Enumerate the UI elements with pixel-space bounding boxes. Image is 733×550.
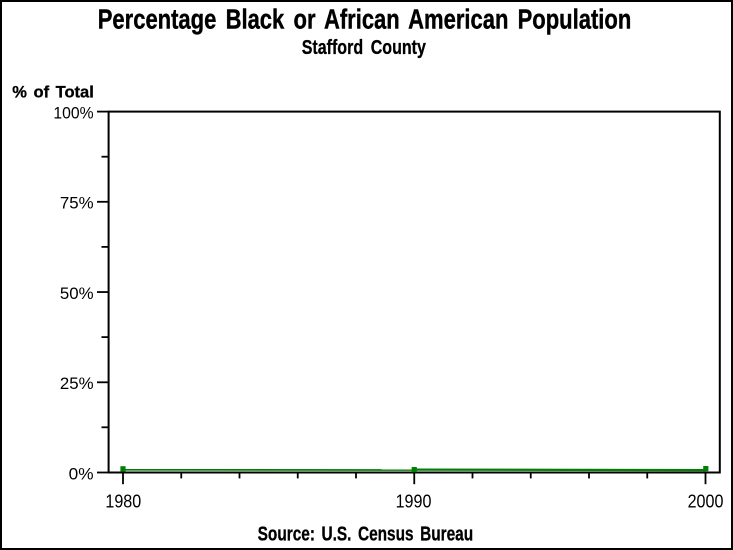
svg-text:Percentage Black or African Am: Percentage Black or African American Pop… — [98, 4, 632, 35]
svg-text:2000: 2000 — [688, 492, 724, 512]
svg-text:0%: 0% — [69, 464, 94, 483]
svg-text:% of Total: % of Total — [12, 83, 94, 102]
svg-text:50%: 50% — [60, 284, 94, 303]
svg-text:1990: 1990 — [396, 492, 432, 512]
svg-text:25%: 25% — [60, 374, 94, 393]
svg-text:100%: 100% — [53, 103, 93, 122]
svg-text:75%: 75% — [60, 194, 94, 213]
svg-text:Source: U.S. Census Bureau: Source: U.S. Census Bureau — [258, 522, 474, 545]
svg-text:1980: 1980 — [105, 492, 141, 512]
svg-text:Stafford County: Stafford County — [302, 37, 427, 59]
